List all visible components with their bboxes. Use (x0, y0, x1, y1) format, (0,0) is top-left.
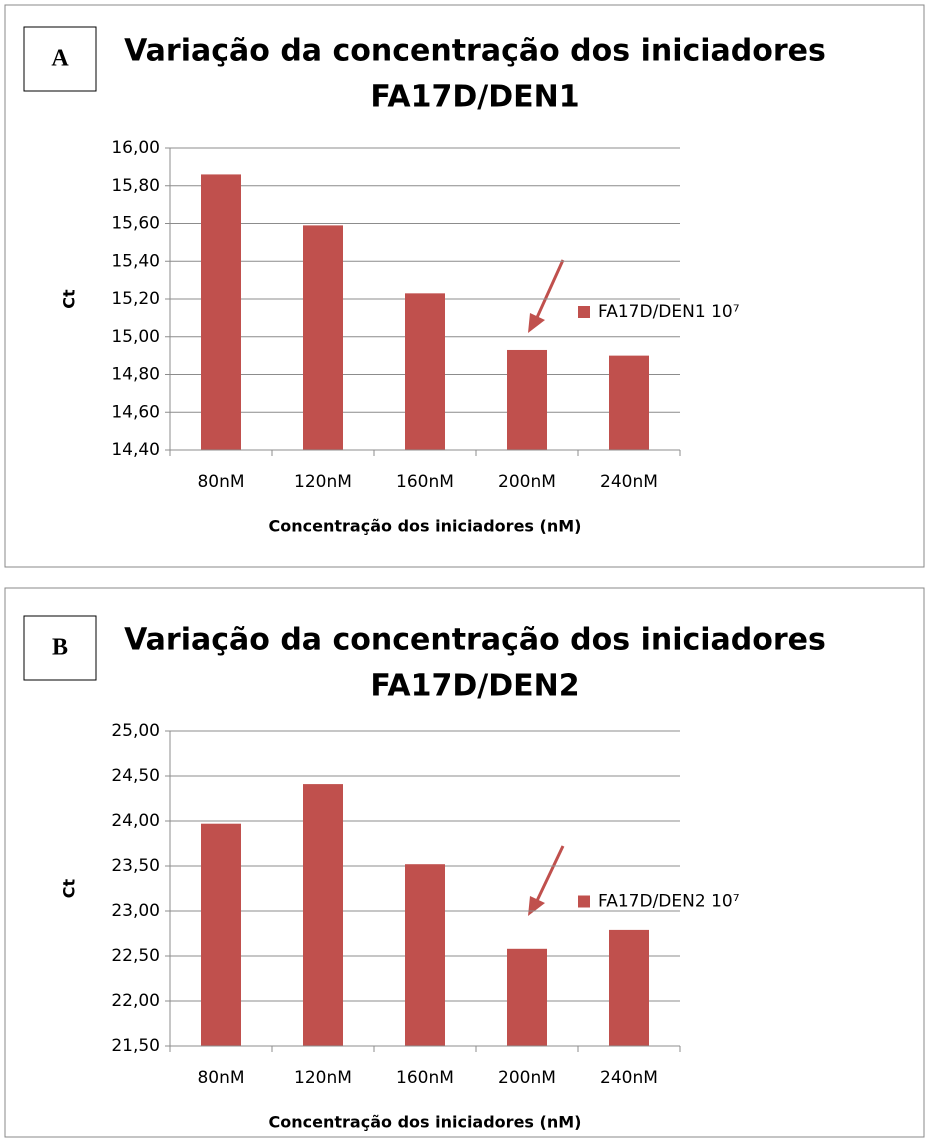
arrow-head (528, 313, 545, 333)
legend-swatch (578, 895, 590, 908)
y-tick-label: 16,00 (111, 138, 160, 158)
y-axis-title: Ct (60, 289, 79, 309)
x-tick-label: 80nM (197, 1068, 244, 1088)
chart-title: FA17D/DEN2 (370, 669, 579, 704)
y-tick-label: 14,40 (111, 440, 160, 460)
y-tick-label: 22,00 (111, 991, 160, 1011)
x-axis-title: Concentração dos iniciadores (nM) (269, 1113, 582, 1132)
y-tick-label: 25,00 (111, 721, 160, 741)
chart-title: FA17D/DEN1 (370, 80, 579, 115)
panel-label-box (23, 615, 97, 681)
y-axis-title: Ct (60, 878, 79, 898)
x-tick-label: 160nM (396, 1068, 454, 1088)
bar (201, 174, 241, 451)
panel-frame (4, 4, 925, 568)
x-axis-title: Concentração dos iniciadores (nM) (269, 517, 582, 536)
arrow (533, 845, 565, 906)
y-tick-label: 15,60 (111, 214, 160, 234)
y-tick-label: 15,80 (111, 176, 160, 196)
y-tick-label: 21,50 (111, 1036, 160, 1056)
panel-label: B (52, 635, 68, 661)
legend-label: FA17D/DEN1 10⁷ (598, 302, 740, 322)
bar (405, 864, 445, 1046)
bar (609, 355, 649, 450)
arrow (533, 259, 565, 323)
y-tick-label: 23,00 (111, 901, 160, 921)
y-tick-label: 15,00 (111, 327, 160, 347)
y-tick-label: 23,50 (111, 856, 160, 876)
y-tick-label: 15,40 (111, 251, 160, 271)
y-tick-label: 14,80 (111, 365, 160, 385)
y-tick-label: 24,50 (111, 766, 160, 786)
bar (405, 293, 445, 450)
bar (507, 948, 547, 1046)
x-tick-label: 240nM (600, 472, 658, 492)
y-tick-label: 24,00 (111, 811, 160, 831)
x-tick-label: 120nM (294, 472, 352, 492)
panel-label: A (51, 46, 69, 72)
y-tick-label: 15,20 (111, 289, 160, 309)
x-tick-label: 80nM (197, 472, 244, 492)
bar (609, 929, 649, 1046)
bar (507, 349, 547, 450)
x-tick-label: 200nM (498, 472, 556, 492)
y-tick-label: 14,60 (111, 402, 160, 422)
legend-swatch (578, 306, 590, 318)
panel-label-box (23, 26, 97, 92)
bar (201, 823, 241, 1046)
chart-title: Variação da concentração dos iniciadores (124, 623, 826, 658)
x-tick-label: 240nM (600, 1068, 658, 1088)
x-tick-label: 200nM (498, 1068, 556, 1088)
x-tick-label: 160nM (396, 472, 454, 492)
chart-title: Variação da concentração dos iniciadores (124, 34, 826, 69)
x-tick-label: 120nM (294, 1068, 352, 1088)
y-tick-label: 22,50 (111, 946, 160, 966)
bar (303, 225, 343, 450)
bar (303, 784, 343, 1046)
legend-label: FA17D/DEN2 10⁷ (598, 892, 740, 912)
